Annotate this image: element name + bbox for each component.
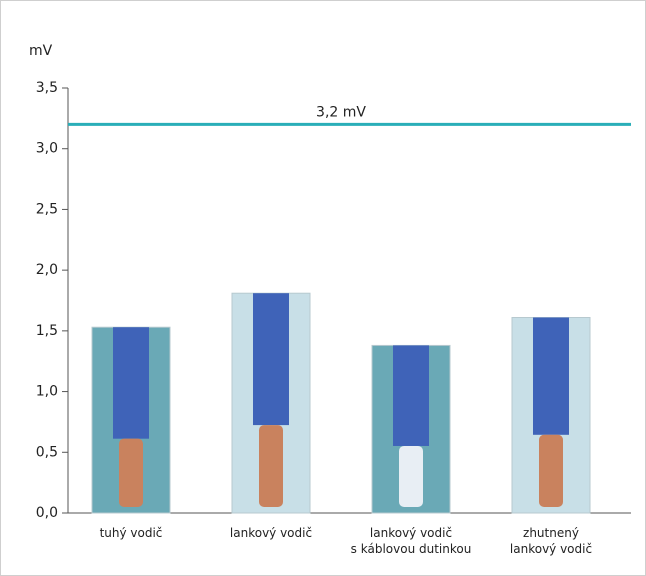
y-tick-label: 0,5 — [36, 444, 58, 460]
cable-insulation — [533, 318, 569, 435]
copper-core — [539, 435, 563, 507]
y-tick-label: 2,0 — [36, 262, 58, 278]
chart-canvas: mV 0,0 0,5 1,0 1,5 2,0 2,5 3,0 3,5 3,2 mV — [1, 1, 645, 575]
cable-insulation — [393, 345, 429, 446]
y-tick-label: 3,5 — [36, 80, 58, 96]
copper-core — [399, 446, 423, 507]
chart: mV 0,0 0,5 1,0 1,5 2,0 2,5 3,0 3,5 3,2 mV tuhý v… — [0, 0, 646, 576]
cable-insulation — [113, 327, 149, 438]
copper-core — [119, 439, 143, 507]
copper-core — [259, 425, 283, 507]
y-tick-label: 2,5 — [36, 201, 58, 217]
y-tick-label: 0,0 — [36, 505, 58, 521]
x-tick-label: lankový vodič — [196, 525, 346, 541]
y-tick-label: 1,0 — [36, 384, 58, 400]
reference-label: 3,2 mV — [316, 104, 366, 120]
x-tick-label: lankový vodič s káblovou dutinkou — [336, 525, 486, 557]
x-tick-label: zhutnený lankový vodič — [476, 525, 626, 557]
y-tick-label: 3,0 — [36, 141, 58, 157]
x-tick-label: tuhý vodič — [56, 525, 206, 541]
y-axis-label: mV — [29, 43, 53, 59]
y-tick-label: 1,5 — [36, 323, 58, 339]
cable-insulation — [253, 293, 289, 425]
